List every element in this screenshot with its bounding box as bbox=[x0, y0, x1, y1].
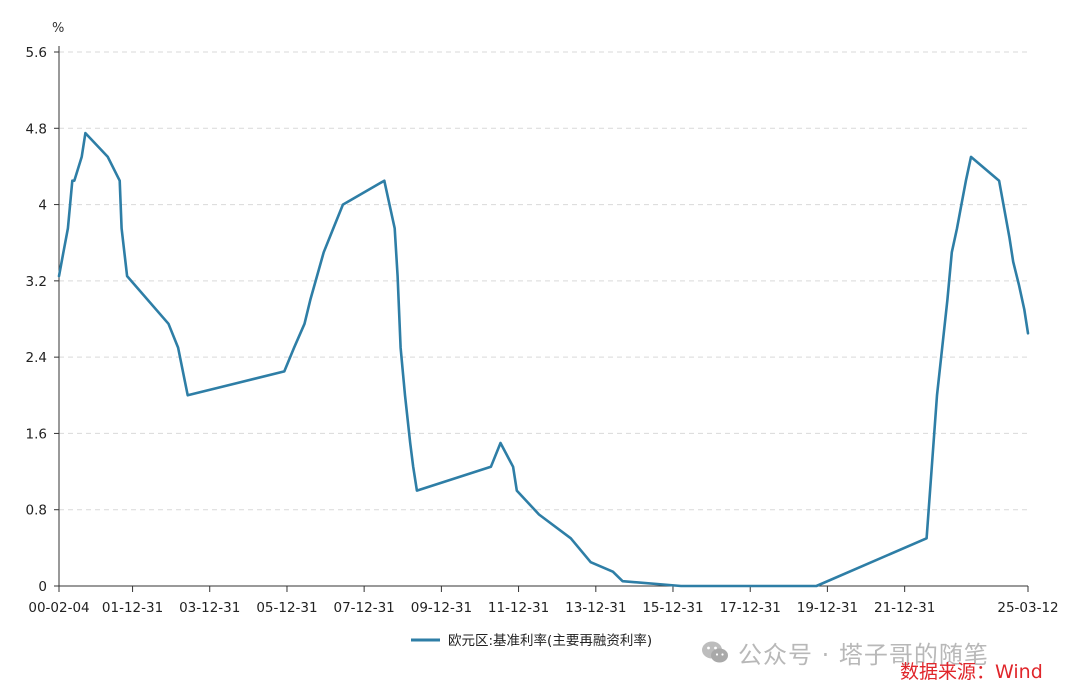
y-tick-label: 4 bbox=[38, 198, 47, 214]
data-point[interactable] bbox=[610, 569, 616, 575]
x-tick-label: 13-12-31 bbox=[565, 600, 626, 616]
data-point[interactable] bbox=[968, 154, 974, 160]
x-tick-label: 19-12-31 bbox=[797, 600, 858, 616]
data-point[interactable] bbox=[395, 273, 401, 279]
data-point[interactable] bbox=[678, 583, 684, 589]
data-point[interactable] bbox=[813, 583, 819, 589]
data-point[interactable] bbox=[117, 178, 123, 184]
x-tick-label: 09-12-31 bbox=[411, 600, 472, 616]
grid-lines bbox=[59, 51, 1028, 511]
data-point[interactable] bbox=[1025, 330, 1031, 336]
data-point[interactable] bbox=[410, 464, 416, 470]
data-point[interactable] bbox=[939, 345, 945, 351]
data-point[interactable] bbox=[65, 225, 71, 231]
watermark: 公众号 · 塔子哥的随笔 bbox=[700, 636, 989, 669]
y-axis-ticks: 0 0.8 1.6 2.4 3.2 4 4.8 5.6 bbox=[26, 45, 59, 595]
wechat-icon bbox=[702, 641, 728, 663]
x-tick-label: 17-12-31 bbox=[720, 600, 781, 616]
data-point[interactable] bbox=[398, 345, 404, 351]
x-tick-label: 00-02-04 bbox=[28, 600, 89, 616]
data-point[interactable] bbox=[944, 297, 950, 303]
series-line[interactable] bbox=[57, 131, 1030, 588]
data-point[interactable] bbox=[330, 225, 336, 231]
data-point[interactable] bbox=[1016, 283, 1022, 289]
y-tick-label: 4.8 bbox=[26, 121, 47, 137]
y-axis-unit-label: % bbox=[52, 21, 64, 36]
data-point[interactable] bbox=[1010, 259, 1016, 265]
legend[interactable]: 欧元区:基准利率(主要再融资利率) bbox=[411, 632, 652, 649]
watermark-text: 公众号 · 塔子哥的随笔 bbox=[738, 640, 989, 669]
data-point[interactable] bbox=[934, 392, 940, 398]
data-point[interactable] bbox=[381, 178, 387, 184]
data-point[interactable] bbox=[402, 392, 408, 398]
data-source-note: 数据来源：Wind bbox=[900, 661, 1043, 683]
y-tick-label: 2.4 bbox=[26, 350, 47, 366]
data-point[interactable] bbox=[307, 297, 313, 303]
data-point[interactable] bbox=[82, 130, 88, 136]
data-point[interactable] bbox=[340, 202, 346, 208]
data-point[interactable] bbox=[498, 440, 504, 446]
x-tick-label: 03-12-31 bbox=[179, 600, 240, 616]
data-point[interactable] bbox=[321, 249, 327, 255]
data-point[interactable] bbox=[949, 249, 955, 255]
data-point[interactable] bbox=[488, 464, 494, 470]
data-point[interactable] bbox=[510, 464, 516, 470]
data-point[interactable] bbox=[314, 273, 320, 279]
y-tick-label: 1.6 bbox=[26, 426, 47, 442]
data-point[interactable] bbox=[588, 559, 594, 565]
x-tick-label: 11-12-31 bbox=[488, 600, 549, 616]
data-point[interactable] bbox=[392, 225, 398, 231]
data-point[interactable] bbox=[407, 440, 413, 446]
x-tick-label: 15-12-31 bbox=[642, 600, 703, 616]
y-tick-label: 0.8 bbox=[26, 503, 47, 519]
data-point[interactable] bbox=[996, 178, 1002, 184]
y-tick-label: 0 bbox=[38, 579, 47, 595]
x-tick-label: 07-12-31 bbox=[333, 600, 394, 616]
y-tick-label: 3.2 bbox=[26, 274, 47, 290]
series-group bbox=[56, 130, 1031, 589]
data-point[interactable] bbox=[536, 512, 542, 518]
data-point[interactable] bbox=[924, 535, 930, 541]
data-point[interactable] bbox=[1021, 307, 1027, 313]
data-point[interactable] bbox=[291, 345, 297, 351]
data-point[interactable] bbox=[958, 202, 964, 208]
x-tick-label: 01-12-31 bbox=[102, 600, 163, 616]
data-point[interactable] bbox=[281, 368, 287, 374]
data-point[interactable] bbox=[166, 321, 172, 327]
data-point[interactable] bbox=[60, 249, 66, 255]
data-point[interactable] bbox=[514, 488, 520, 494]
data-point[interactable] bbox=[302, 321, 308, 327]
data-point[interactable] bbox=[105, 154, 111, 160]
data-point[interactable] bbox=[71, 178, 77, 184]
data-point[interactable] bbox=[185, 392, 191, 398]
legend-label: 欧元区:基准利率(主要再融资利率) bbox=[448, 632, 652, 649]
data-point[interactable] bbox=[568, 535, 574, 541]
data-point[interactable] bbox=[119, 225, 125, 231]
data-point[interactable] bbox=[175, 345, 181, 351]
data-point[interactable] bbox=[56, 273, 62, 279]
data-point[interactable] bbox=[954, 225, 960, 231]
data-point[interactable] bbox=[620, 578, 626, 584]
data-point[interactable] bbox=[124, 273, 130, 279]
x-tick-label: 25-03-12 bbox=[997, 600, 1058, 616]
x-tick-label: 21-12-31 bbox=[874, 600, 935, 616]
data-point[interactable] bbox=[929, 464, 935, 470]
y-tick-label: 5.6 bbox=[26, 45, 47, 61]
axes bbox=[58, 46, 1028, 587]
data-point[interactable] bbox=[1007, 235, 1013, 241]
x-axis-ticks: 00-02-04 01-12-31 03-12-31 05-12-31 07-12-31… bbox=[28, 586, 1059, 616]
data-point[interactable] bbox=[79, 154, 85, 160]
x-tick-label: 05-12-31 bbox=[256, 600, 317, 616]
data-point[interactable] bbox=[963, 178, 969, 184]
data-point[interactable] bbox=[414, 488, 420, 494]
